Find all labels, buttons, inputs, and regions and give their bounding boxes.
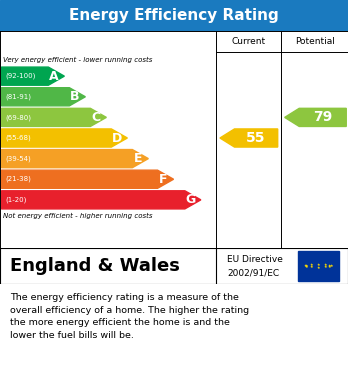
Text: (1-20): (1-20) [6, 197, 27, 203]
Text: (81-91): (81-91) [6, 93, 32, 100]
Text: C: C [92, 111, 101, 124]
Text: (21-38): (21-38) [6, 176, 31, 183]
Polygon shape [1, 67, 64, 85]
Text: Not energy efficient - higher running costs: Not energy efficient - higher running co… [3, 213, 153, 219]
Text: ★: ★ [310, 265, 314, 269]
Text: Current: Current [232, 37, 266, 46]
Polygon shape [1, 149, 148, 168]
Polygon shape [1, 170, 174, 188]
Text: F: F [159, 173, 167, 186]
Bar [298, 251, 339, 282]
Text: B: B [70, 90, 80, 103]
Text: ★: ★ [328, 264, 332, 267]
Text: Energy Efficiency Rating: Energy Efficiency Rating [69, 8, 279, 23]
Text: (69-80): (69-80) [6, 114, 32, 121]
Text: (92-100): (92-100) [6, 73, 36, 79]
Text: ★: ★ [330, 264, 333, 268]
Text: 79: 79 [313, 110, 332, 124]
Text: The energy efficiency rating is a measure of the
overall efficiency of a home. T: The energy efficiency rating is a measur… [10, 293, 250, 340]
Text: D: D [112, 131, 122, 145]
Text: EU Directive: EU Directive [227, 255, 283, 264]
Text: G: G [185, 193, 196, 206]
Text: ★: ★ [303, 264, 307, 268]
Polygon shape [1, 108, 106, 126]
Text: ★: ★ [305, 264, 309, 267]
Text: 55: 55 [246, 131, 266, 145]
Polygon shape [220, 129, 278, 147]
Text: ★: ★ [310, 263, 314, 267]
Polygon shape [285, 108, 346, 126]
Text: 2002/91/EC: 2002/91/EC [227, 268, 279, 277]
Text: Potential: Potential [295, 37, 334, 46]
Text: ★: ★ [323, 263, 327, 267]
Text: England & Wales: England & Wales [10, 257, 180, 275]
Text: ★: ★ [317, 265, 320, 270]
Text: A: A [49, 70, 59, 83]
Text: (39-54): (39-54) [6, 155, 31, 162]
Text: (55-68): (55-68) [6, 135, 31, 141]
Text: ★: ★ [305, 265, 309, 269]
Text: E: E [134, 152, 142, 165]
Text: ★: ★ [317, 263, 320, 267]
Text: ★: ★ [323, 265, 327, 269]
Polygon shape [1, 129, 127, 147]
Polygon shape [1, 191, 201, 209]
Text: Very energy efficient - lower running costs: Very energy efficient - lower running co… [3, 56, 153, 63]
Polygon shape [1, 88, 85, 106]
Text: ★: ★ [328, 265, 332, 269]
